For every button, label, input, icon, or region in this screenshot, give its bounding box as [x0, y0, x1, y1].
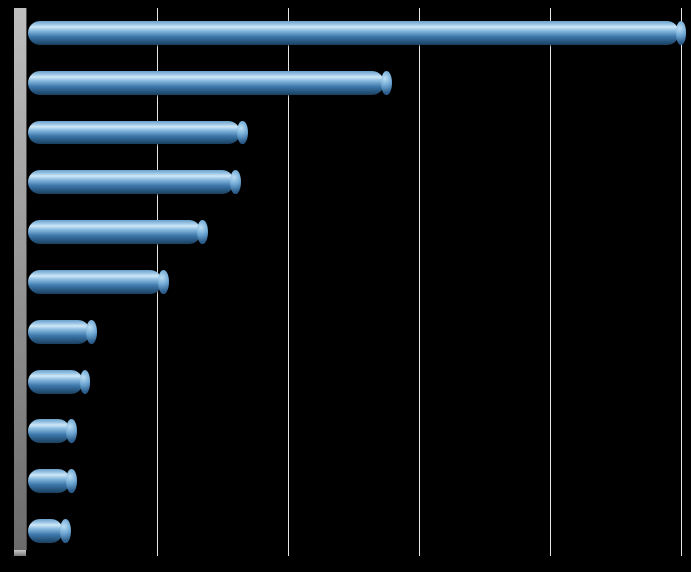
gridline — [681, 8, 682, 556]
x-tick — [681, 556, 682, 570]
bar-row — [26, 207, 681, 257]
bar-tube — [28, 419, 70, 443]
bar-tube — [28, 220, 201, 244]
bar-cap-end — [158, 270, 169, 294]
x-tick — [550, 556, 551, 570]
bar — [26, 320, 92, 344]
bar-row — [26, 257, 681, 307]
x-tick — [288, 556, 289, 570]
bar — [26, 370, 85, 394]
bar — [26, 71, 386, 95]
bar-tube — [28, 320, 90, 344]
horizontal-bar-chart — [0, 0, 691, 572]
bar-row — [26, 8, 681, 58]
x-tick — [157, 556, 158, 570]
chart-floor — [14, 550, 26, 556]
bar-tube — [28, 519, 63, 543]
bar — [26, 21, 681, 45]
bar-cap-end — [66, 469, 77, 493]
bar-tube — [28, 170, 234, 194]
bar-tube — [28, 469, 70, 493]
bar-tube — [28, 121, 240, 145]
bar — [26, 469, 72, 493]
bar-cap-end — [197, 220, 208, 244]
bar-tube — [28, 21, 679, 45]
bar-cap-end — [86, 320, 97, 344]
bar — [26, 419, 72, 443]
bar-row — [26, 357, 681, 407]
bar-tube — [28, 71, 384, 95]
bar-cap-end — [381, 71, 392, 95]
bar — [26, 121, 242, 145]
bar-row — [26, 108, 681, 158]
bar-tube — [28, 370, 83, 394]
bar-row — [26, 506, 681, 556]
bar-cap-end — [230, 170, 241, 194]
bar-cap-end — [237, 121, 248, 145]
bar-cap-end — [676, 21, 687, 45]
bar — [26, 170, 236, 194]
bar — [26, 220, 203, 244]
bar-cap-end — [66, 419, 77, 443]
bar — [26, 519, 65, 543]
plot-area — [26, 8, 681, 556]
bar — [26, 270, 164, 294]
x-tick — [419, 556, 420, 570]
bar-cap-end — [80, 370, 91, 394]
bar-row — [26, 456, 681, 506]
bar-row — [26, 58, 681, 108]
bar-tube — [28, 270, 162, 294]
bar-row — [26, 407, 681, 457]
bar-row — [26, 157, 681, 207]
bar-row — [26, 307, 681, 357]
bar-cap-end — [60, 519, 71, 543]
